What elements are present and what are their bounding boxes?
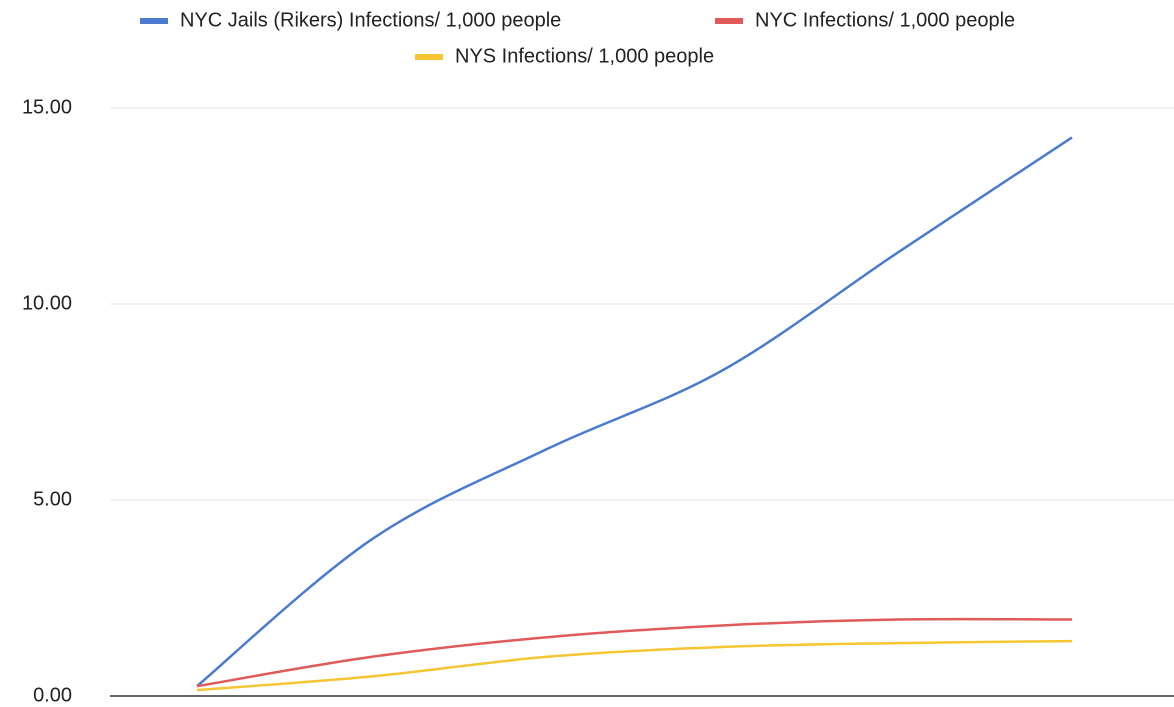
legend-swatch: [715, 18, 743, 24]
series-line: [196, 639, 1073, 692]
legend-label: NYC Infections/ 1,000 people: [755, 9, 1015, 31]
y-tick-label: 10.00: [22, 292, 72, 314]
legend-swatch: [140, 18, 168, 24]
series-line: [196, 136, 1073, 688]
series-line: [196, 617, 1073, 688]
legend-label: NYC Jails (Rikers) Infections/ 1,000 peo…: [180, 9, 561, 31]
legend-label: NYS Infections/ 1,000 people: [455, 45, 714, 67]
legend-swatch: [415, 54, 443, 60]
y-tick-label: 5.00: [33, 488, 72, 510]
y-tick-label: 15.00: [22, 96, 72, 118]
y-tick-label: 0.00: [33, 684, 72, 706]
